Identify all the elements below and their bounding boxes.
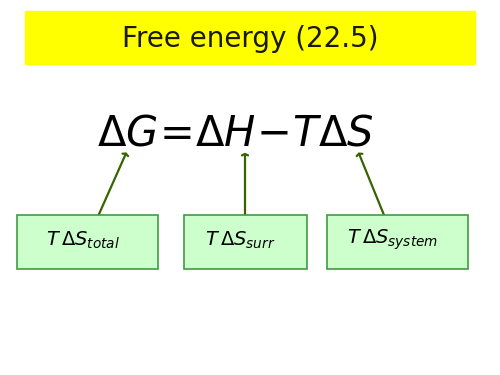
Text: $\mathit{\Delta G\!=\!\Delta H\!-\!T\Delta S}$: $\mathit{\Delta G\!=\!\Delta H\!-\!T\Del… [96, 112, 374, 154]
Text: $\mathit{T\,\Delta S}_{\mathit{total}}$: $\mathit{T\,\Delta S}_{\mathit{total}}$ [46, 230, 120, 251]
Text: Free energy (22.5): Free energy (22.5) [122, 26, 378, 53]
Text: $\mathit{T\,\Delta S}_{\mathit{surr}}$: $\mathit{T\,\Delta S}_{\mathit{surr}}$ [205, 230, 275, 251]
FancyBboxPatch shape [184, 214, 306, 269]
FancyBboxPatch shape [328, 214, 468, 269]
Text: $\mathit{T\,\Delta S}_{\mathit{system}}$: $\mathit{T\,\Delta S}_{\mathit{system}}$ [347, 228, 438, 252]
FancyBboxPatch shape [17, 214, 158, 269]
FancyBboxPatch shape [25, 11, 475, 64]
